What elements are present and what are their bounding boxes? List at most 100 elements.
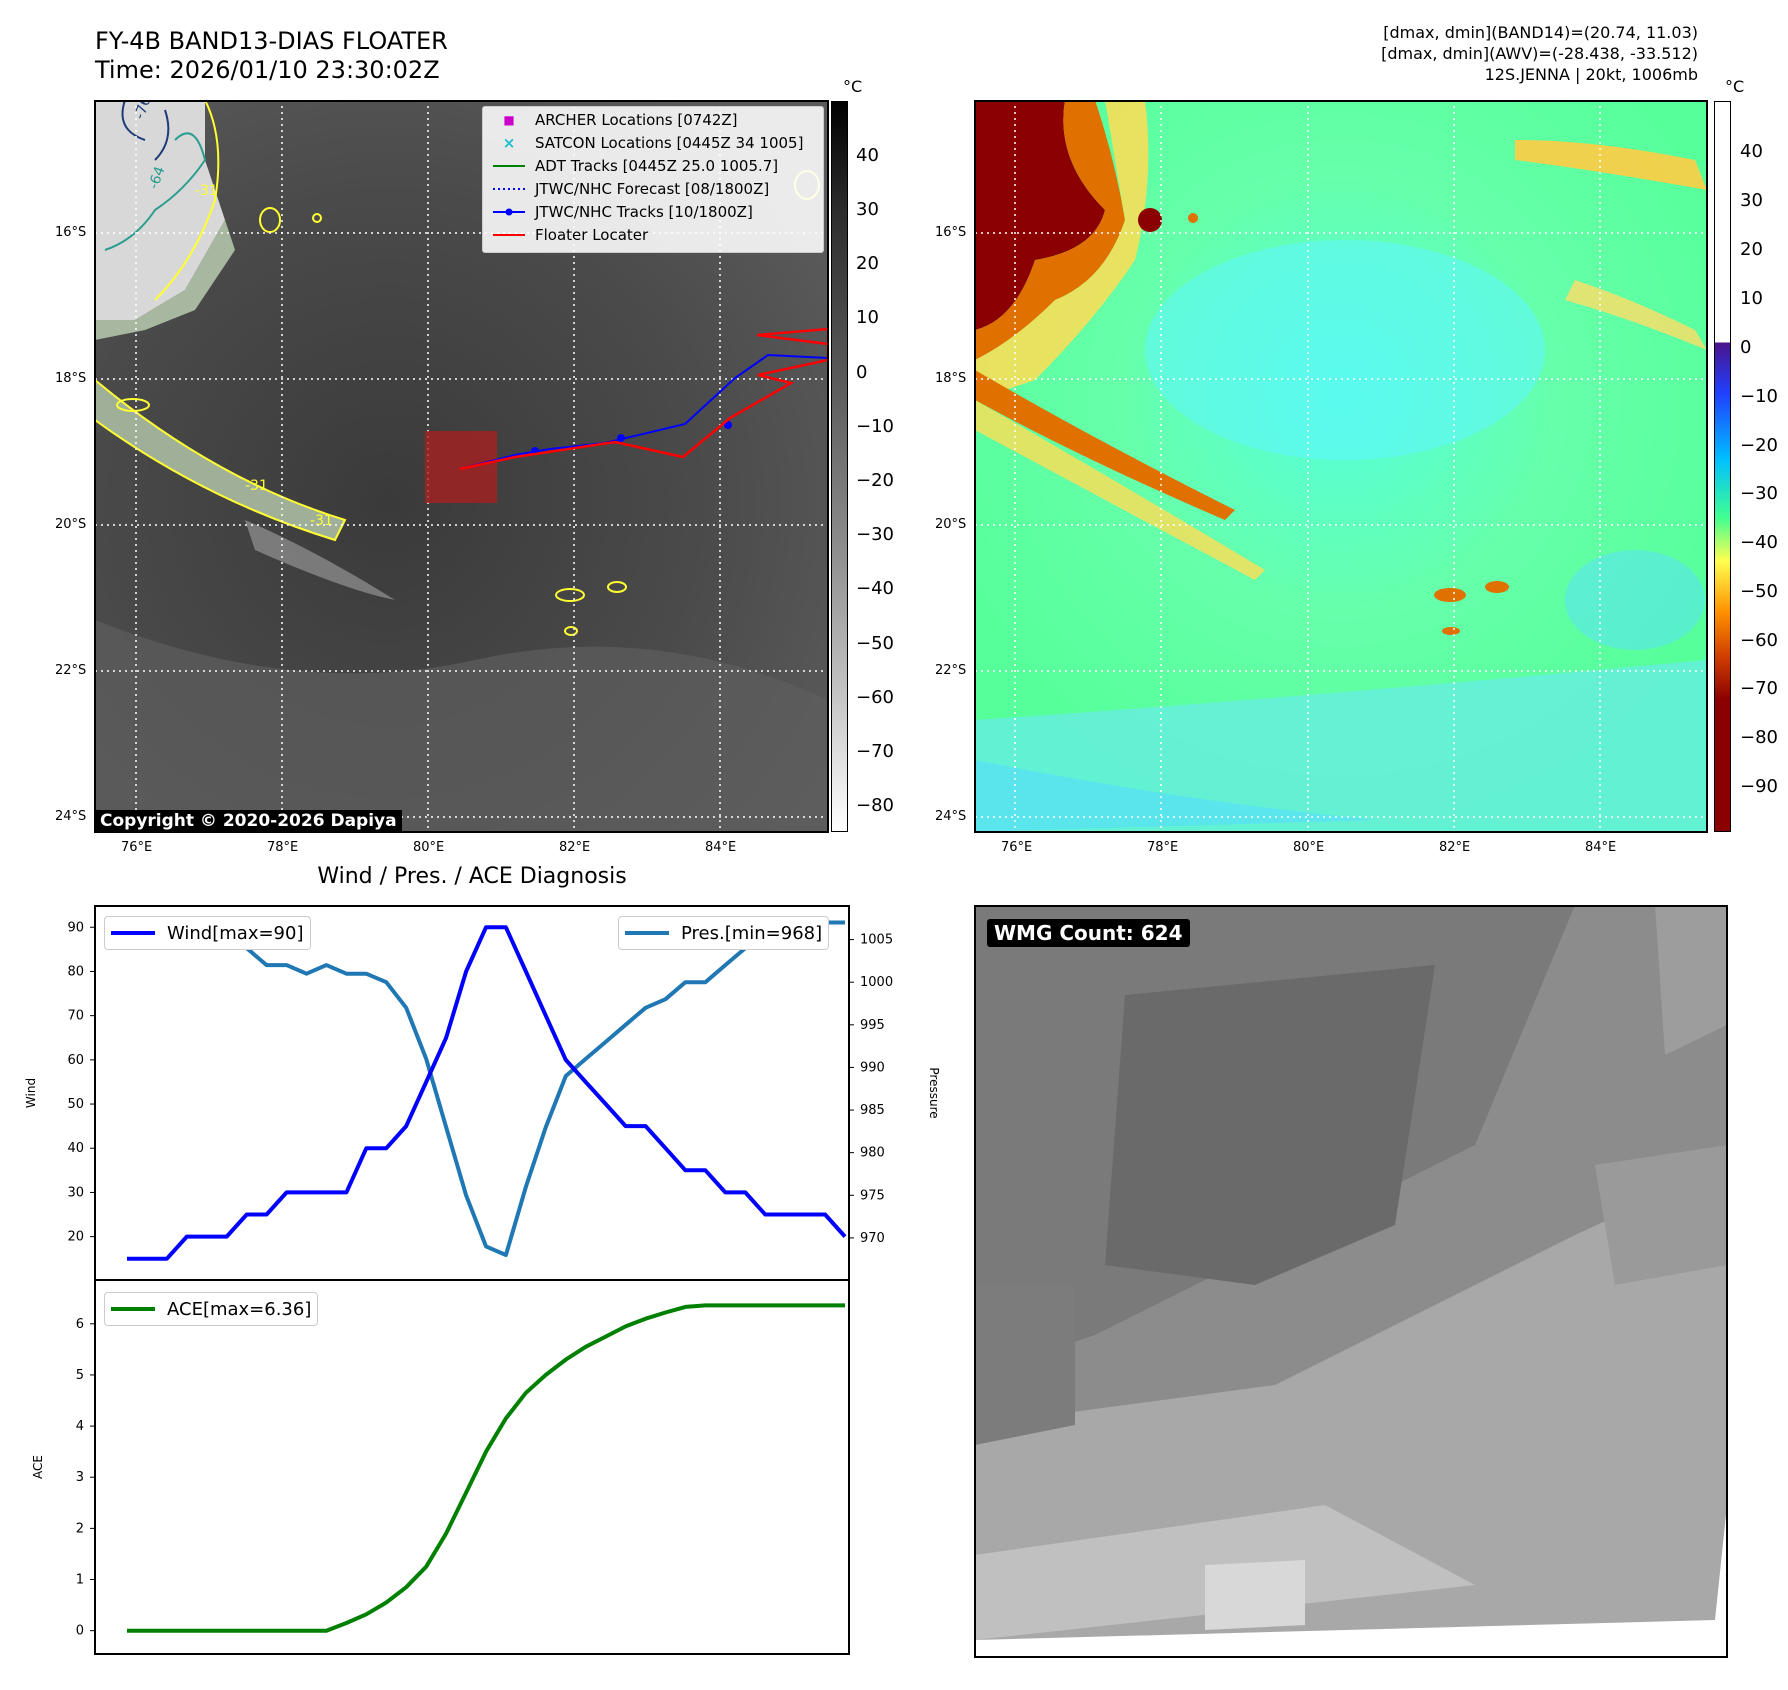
y-tick-label: 30	[67, 1185, 84, 1200]
cb-tick: 0	[856, 362, 868, 383]
lat-label: 24°S	[55, 809, 87, 824]
dotted-line-icon	[483, 180, 535, 198]
info-line1: [dmax, dmin](BAND14)=(20.74, 11.03)	[1383, 23, 1698, 42]
wmg-count-label: WMG Count: 624	[987, 919, 1190, 947]
y-tick-label: 80	[67, 964, 84, 979]
cb-tick: 30	[856, 199, 879, 220]
cb-tick: −20	[1740, 435, 1778, 456]
info-line2: [dmax, dmin](AWV)=(-28.438, -33.512)	[1381, 44, 1698, 63]
y-tick-label: 70	[67, 1009, 84, 1024]
cb-tick: −50	[856, 633, 894, 654]
y-tick-label: 60	[67, 1053, 84, 1068]
pres-line-icon	[625, 931, 669, 935]
right-map-frame	[974, 100, 1708, 833]
figure-title-line2: Time: 2026/01/10 23:30:02Z	[95, 56, 440, 84]
left-map-frame	[94, 100, 829, 833]
lat-label: 22°S	[55, 663, 87, 678]
cb-tick: 0	[1740, 337, 1752, 358]
cb-tick: 10	[856, 307, 879, 328]
diagnosis-title: Wind / Pres. / ACE Diagnosis	[317, 864, 627, 889]
diagnosis-charts: 9709759809859909951000100520304050607080…	[24, 905, 941, 1655]
cb-tick: 40	[1740, 141, 1763, 162]
x-marker-icon: ×	[502, 134, 516, 152]
y-tick-label: 975	[860, 1188, 885, 1203]
cb-tick: −10	[1740, 386, 1778, 407]
cb-tick: −10	[856, 416, 894, 437]
lon-label: 78°E	[267, 840, 299, 855]
cb-tick: −30	[856, 524, 894, 545]
cb-tick: 30	[1740, 190, 1763, 211]
green-line-icon	[483, 157, 535, 175]
info-line3: 12S.JENNA | 20kt, 1006mb	[1484, 65, 1698, 84]
ace-axis-label: ACE	[31, 1455, 45, 1479]
awv-map-image	[975, 100, 1707, 832]
map-legend: ■ ARCHER Locations [0742Z] × SATCON Locati…	[482, 106, 824, 253]
lon-label: 82°E	[559, 840, 591, 855]
y-tick-label: 1005	[860, 933, 893, 948]
ace-line-icon	[111, 1307, 155, 1311]
lon-label: 76°E	[121, 840, 153, 855]
y-tick-label: 50	[67, 1097, 84, 1112]
cb-tick: −30	[1740, 483, 1778, 504]
y-tick-label: 1000	[860, 975, 893, 990]
left-colorbar	[831, 101, 848, 832]
lon-label: 80°E	[1293, 840, 1325, 855]
y-tick-label: 3	[76, 1470, 84, 1485]
ir-satellite-map: -76 -64 -31 -31 -31 ■ ARCHER Locations [0…	[94, 94, 830, 832]
lon-label: 80°E	[413, 840, 445, 855]
ace-axes-frame	[94, 1279, 850, 1655]
lat-label: 20°S	[935, 517, 967, 532]
square-marker-icon: ■	[503, 113, 515, 127]
cb-tick: −20	[856, 470, 894, 491]
cb-tick: −40	[1740, 532, 1778, 553]
jtwc-track-line	[459, 353, 829, 470]
right-colorbar-unit: °C	[1725, 77, 1745, 96]
wmg-frame	[974, 905, 1728, 1658]
lon-label: 76°E	[1001, 840, 1033, 855]
y-tick-label: 970	[860, 1231, 885, 1246]
cb-tick: 10	[1740, 288, 1763, 309]
legend-adt: ADT Tracks [0445Z 25.0 1005.7]	[483, 156, 778, 176]
lat-label: 22°S	[935, 663, 967, 678]
wind-series-line	[127, 925, 847, 1261]
legend-archer: ■ ARCHER Locations [0742Z]	[483, 110, 737, 130]
wmg-panel: WMG Count: 624	[975, 905, 1727, 1657]
copyright-label: Copyright © 2020-2026 Dapiya	[95, 810, 402, 832]
legend-satcon: × SATCON Locations [0445Z 34 1005]	[483, 133, 804, 153]
lon-label: 84°E	[1585, 840, 1617, 855]
cb-tick: −70	[856, 741, 894, 762]
map-gridlines	[975, 100, 1707, 832]
y-tick-label: 90	[67, 920, 84, 935]
legend-jtwc-tracks: JTWC/NHC Tracks [10/1800Z]	[483, 202, 753, 222]
contour-label-31b: -31	[245, 478, 268, 494]
cb-tick: −60	[1740, 630, 1778, 651]
y-tick-label: 0	[76, 1624, 84, 1639]
red-line-icon	[483, 226, 535, 244]
legend-jtwc-forecast: JTWC/NHC Forecast [08/1800Z]	[483, 179, 769, 199]
contour-label-31c: -31	[310, 513, 333, 529]
figure-title-line1: FY-4B BAND13-DIAS FLOATER	[95, 27, 448, 55]
pressure-axis-label: Pressure	[927, 1067, 941, 1118]
wind-axis-label: Wind	[24, 1078, 38, 1108]
line-dot-icon	[483, 203, 535, 221]
lat-label: 18°S	[55, 371, 87, 386]
cb-tick: −70	[1740, 678, 1778, 699]
lat-label: 18°S	[935, 371, 967, 386]
cb-tick: −60	[856, 687, 894, 708]
lon-label: 78°E	[1147, 840, 1179, 855]
y-tick-label: 4	[76, 1419, 84, 1434]
y-tick-label: 1	[76, 1573, 84, 1588]
contour-label-31a: -31	[195, 183, 218, 199]
wind-legend: Wind[max=90]	[104, 916, 311, 950]
lon-label: 82°E	[1439, 840, 1471, 855]
cb-tick: −80	[856, 795, 894, 816]
y-tick-label: 40	[67, 1141, 84, 1156]
ace-series-line	[127, 1303, 845, 1633]
y-tick-label: 6	[76, 1317, 84, 1332]
y-tick-label: 20	[67, 1230, 84, 1245]
y-tick-label: 990	[860, 1060, 885, 1075]
legend-floater: Floater Locater	[483, 225, 648, 245]
wind-line-icon	[111, 931, 155, 935]
cb-tick: −80	[1740, 727, 1778, 748]
lat-label: 16°S	[55, 225, 87, 240]
